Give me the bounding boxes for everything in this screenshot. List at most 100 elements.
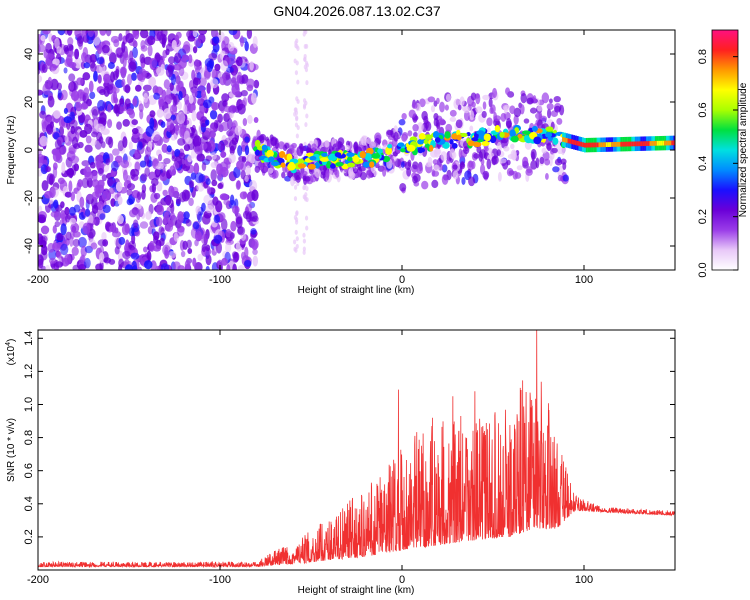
spectrogram-cell: [446, 158, 451, 165]
spectrogram-cell: [208, 53, 218, 61]
spectrogram-cell: [54, 261, 64, 268]
spectrogram-cell: [530, 160, 538, 170]
spectrogram-cell: [85, 135, 92, 144]
spectrogram-cell: [201, 202, 206, 212]
spectrogram-cell: [413, 132, 418, 138]
spectrogram-cell: [166, 145, 172, 153]
spectrogram-cell: [503, 145, 510, 152]
spectrogram-cell: [72, 238, 80, 247]
spectrogram-cell: [64, 206, 70, 216]
spectrogram-cell: [506, 167, 514, 177]
spectrogram-cell: [101, 44, 110, 54]
spectrogram-cell: [57, 30, 66, 36]
spectrogram-cell: [45, 166, 52, 173]
spectrogram-cell: [629, 141, 632, 147]
spectrogram-cell: [122, 118, 130, 127]
spectrogram-cell: [143, 260, 153, 270]
spectrogram-cell: [436, 97, 440, 105]
x-tick-label: 100: [575, 574, 593, 586]
spectrogram-cell: [559, 104, 565, 116]
spectrogram-cell: [345, 144, 350, 152]
spectrogram-cell: [467, 140, 475, 147]
spectrogram-cell: [206, 186, 212, 195]
spectrogram-cell: [411, 102, 418, 109]
spectrogram-cell: [60, 89, 68, 101]
spectrogram-cell: [38, 214, 47, 223]
spectrogram-cell: [190, 149, 196, 159]
spectrogram-cell: [53, 199, 59, 209]
spectrogram-cell: [163, 157, 171, 165]
spectrogram-cell: [252, 255, 259, 267]
spectrogram-cell: [40, 164, 48, 175]
spectrogram-cell: [185, 219, 192, 227]
spectrogram-cell: [261, 144, 268, 151]
spectrogram-cell: [119, 66, 127, 76]
x-tick-label: 100: [575, 274, 593, 286]
spectrogram-cell: [81, 160, 90, 167]
spectrogram-cell: [218, 31, 225, 42]
spectrogram-cell: [294, 247, 298, 253]
spectrogram-cell: [281, 171, 286, 179]
spectrogram-cell: [400, 148, 406, 153]
spectrogram-cell: [451, 142, 458, 149]
spectrogram-cell: [556, 117, 563, 125]
spectrogram-cell: [126, 189, 133, 196]
spectrogram-cell: [347, 162, 356, 168]
spectrogram-cell: [510, 135, 519, 143]
spectrogram-cell: [325, 160, 332, 169]
spectrogram-cell: [457, 104, 462, 111]
spectrogram-cell: [108, 187, 115, 195]
spectrogram-cell: [430, 149, 438, 158]
spectrogram-cell: [83, 62, 91, 69]
spectrogram-cell: [136, 191, 142, 201]
spectrogram-cell: [97, 99, 106, 111]
spectrogram-cell: [244, 136, 250, 143]
spectrogram-cell: [141, 184, 147, 194]
spectrogram-cell: [52, 225, 57, 234]
spectrogram-cell: [456, 129, 461, 136]
spectrogram-cell: [288, 144, 295, 154]
spectrogram-cell: [138, 127, 144, 135]
spectrogram-cell: [475, 106, 483, 114]
spectrogram-cell: [499, 131, 505, 138]
spectrogram-cell: [479, 149, 487, 159]
spectrogram-cell: [190, 172, 197, 180]
spectrogram-cell: [293, 111, 297, 117]
spectrogram-cell: [244, 145, 250, 156]
spectrogram-cell: [132, 265, 138, 270]
spectrogram-cell: [39, 135, 48, 147]
spectrogram-cell: [41, 265, 47, 270]
spectrogram-cell: [306, 143, 312, 153]
spectrogram-cell: [304, 122, 308, 128]
spectrogram-cell: [217, 182, 224, 190]
spectrogram-cell: [136, 141, 143, 151]
spectrogram-cell: [175, 31, 182, 39]
spectrogram-cell: [500, 112, 507, 122]
spectrogram-cell: [63, 107, 68, 115]
spectrogram-cell: [334, 152, 342, 158]
colorbar-tick-label: 0.6: [697, 102, 709, 117]
spectrogram-x-ticks: -200 -100 0 100: [27, 30, 593, 286]
spectrogram-cell: [335, 162, 344, 167]
spectrogram-cell: [253, 79, 260, 89]
spectrogram-cell: [92, 108, 98, 120]
spectrogram-cell: [89, 161, 96, 169]
spectrogram-cell: [87, 214, 94, 225]
spectrogram-cell: [455, 119, 463, 129]
spectrogram-cell: [94, 155, 103, 166]
spectrogram-cell: [611, 142, 614, 147]
spectrogram-cell: [535, 112, 542, 120]
spectrogram-cell: [189, 132, 194, 140]
spectrogram-cell: [563, 137, 566, 143]
spectrogram-cell: [220, 121, 230, 132]
spectrogram-cell: [284, 142, 290, 149]
spectrogram-cell: [97, 200, 104, 211]
spectrogram-cell: [244, 175, 249, 183]
spectrogram-cell: [131, 119, 138, 126]
colorbar-ticks: 0.0 0.2 0.4 0.6 0.8: [697, 49, 738, 278]
spectrogram-cell: [98, 167, 104, 175]
spectrogram-cell: [197, 211, 203, 223]
spectrogram-cell: [385, 147, 393, 155]
spectrogram-cell: [302, 246, 306, 252]
spectrogram-cell: [45, 265, 51, 270]
